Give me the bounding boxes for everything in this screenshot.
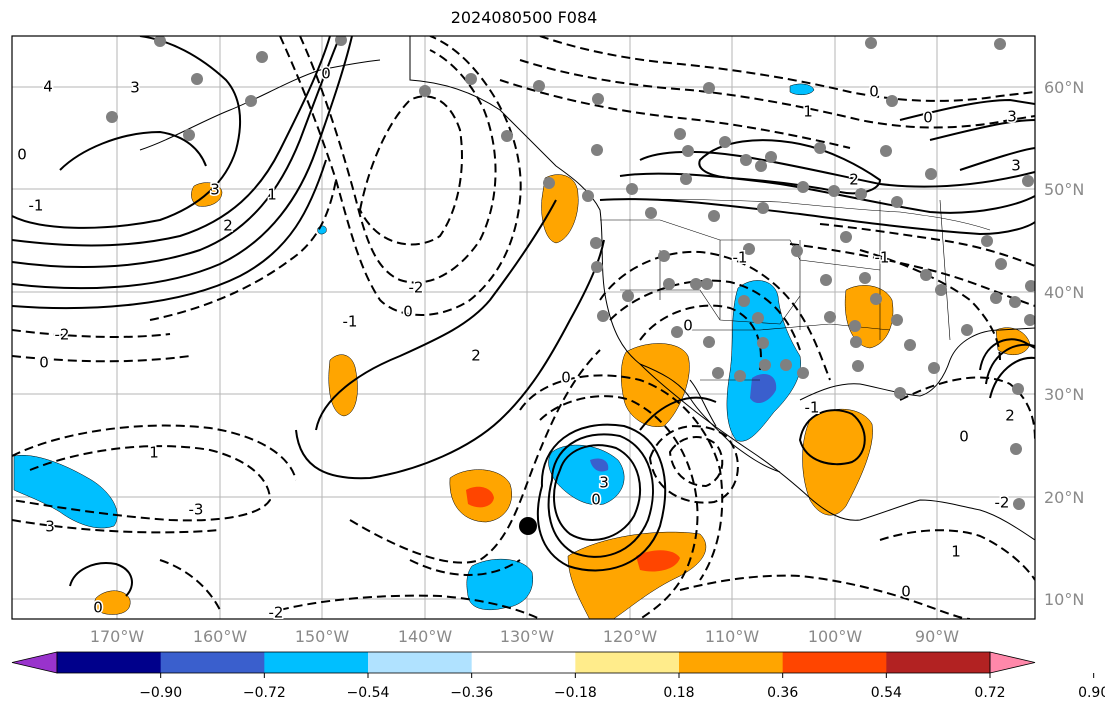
canada-border — [599, 198, 991, 231]
lon-label-160w: 160°W — [193, 627, 248, 646]
contour-label: 0 — [591, 491, 601, 509]
lat-label-50n: 50°N — [1044, 180, 1084, 199]
colorbar-tick-labels: −0.90 −0.72 −0.54 −0.36 −0.18 0.18 0.36 0.54 0.7… — [139, 673, 1105, 701]
colorbar-segment — [471, 652, 576, 673]
contour-label: 3 — [45, 518, 55, 536]
contour-label: 1 — [951, 543, 961, 561]
map-title: 2024080500 F084 — [450, 8, 598, 27]
mexico-coast — [639, 363, 781, 473]
lon-label-120w: 120°W — [603, 627, 658, 646]
contour-label: 0 — [683, 317, 693, 335]
contour-label: 0 — [561, 369, 571, 387]
colorbar-segment — [264, 652, 369, 673]
coastline-gulf — [799, 327, 1035, 401]
lon-label-110w: 110°W — [705, 627, 760, 646]
colorbar-segment — [368, 652, 473, 673]
lon-label-150w: 150°W — [295, 627, 350, 646]
storm-center-marker — [519, 517, 537, 535]
contour-label: 0 — [869, 83, 879, 101]
lat-label-40n: 40°N — [1044, 283, 1084, 302]
colorbar-tick-label: −0.54 — [347, 685, 390, 701]
contour-label: 2 — [1005, 407, 1015, 425]
colorbar-segment — [575, 652, 680, 673]
colorbar-tick-label: −0.90 — [139, 685, 182, 701]
dashed-contours — [12, 36, 1035, 619]
lon-label-90w: 90°W — [915, 627, 959, 646]
colorbar-tick-label: 0.90 — [1078, 685, 1105, 701]
contour-label: 3 — [1011, 157, 1021, 175]
colorbar-tick-label: −0.18 — [554, 685, 597, 701]
lon-label-170w: 170°W — [90, 627, 145, 646]
contour-label: 0 — [17, 146, 27, 164]
lon-label-140w: 140°W — [398, 627, 453, 646]
lon-label-100w: 100°W — [808, 627, 863, 646]
contour-label: 0 — [93, 599, 103, 617]
contour-label: 2 — [849, 171, 859, 189]
colorbar-tick-label: −0.36 — [450, 685, 493, 701]
contour-label: 4 — [43, 78, 53, 96]
contour-label: -3 — [189, 501, 204, 519]
colorbar-extend-high — [989, 651, 1036, 674]
lat-label-20n: 20°N — [1044, 488, 1084, 507]
contour-label: -1 — [343, 313, 358, 331]
contour-label: 1 — [149, 444, 159, 462]
lat-label-60n: 60°N — [1044, 78, 1084, 97]
lon-label-130w: 130°W — [500, 627, 555, 646]
colorbar-extend-low — [11, 651, 58, 674]
strong-positive-shading — [466, 486, 680, 572]
colorbar-segment — [679, 652, 784, 673]
lat-label-10n: 10°N — [1044, 590, 1084, 609]
colorbar-frame — [56, 651, 991, 674]
contour-label: 1 — [267, 186, 277, 204]
strong-negative-shading — [590, 374, 777, 472]
contour-label: 1 — [803, 103, 813, 121]
longitude-labels: 170°W 160°W 150°W 140°W 130°W 120°W 110°… — [90, 627, 959, 646]
colorbar-segment — [57, 652, 162, 673]
colorbar-segment — [160, 652, 265, 673]
colorbar-segment — [886, 652, 991, 673]
contour-label: 3 — [130, 79, 140, 97]
contour-label: 0 — [901, 583, 911, 601]
contour-label: 0 — [403, 303, 413, 321]
contour-label: 0 — [39, 354, 49, 372]
contour-label: 3 — [210, 181, 220, 199]
contour-label: -2 — [995, 494, 1010, 512]
contour-label: 3 — [599, 474, 609, 492]
map-frame — [11, 35, 1036, 620]
contour-label: 0 — [923, 109, 933, 127]
contour-label: 0 — [959, 428, 969, 446]
station-markers — [106, 36, 1035, 510]
contour-label: -1 — [733, 249, 748, 267]
colorbar-tick-label: 0.72 — [974, 685, 1005, 701]
contour-label: -2 — [409, 279, 424, 297]
colorbar-tick-label: 0.54 — [871, 685, 902, 701]
contour-label: -2 — [55, 326, 70, 344]
coastline — [409, 36, 1035, 541]
contour-label: 2 — [471, 347, 481, 365]
colorbar-tick-label: 0.18 — [663, 685, 694, 701]
contour-label: 2 — [223, 217, 233, 235]
latitude-labels: 60°N 50°N 40°N 30°N 20°N 10°N — [1044, 78, 1084, 609]
colorbar-tick-label: 0.36 — [767, 685, 798, 701]
contour-label: 0 — [321, 65, 331, 83]
contour-label: -1 — [29, 197, 44, 215]
lat-label-30n: 30°N — [1044, 385, 1084, 404]
colorbar-tick-label: −0.72 — [243, 685, 286, 701]
contour-label: -1 — [875, 249, 890, 267]
colorbar-segment — [782, 652, 887, 673]
contour-label: -1 — [805, 399, 820, 417]
contour-label: -2 — [269, 604, 284, 622]
colorbar — [11, 651, 1036, 674]
contour-label: 3 — [1007, 108, 1017, 126]
